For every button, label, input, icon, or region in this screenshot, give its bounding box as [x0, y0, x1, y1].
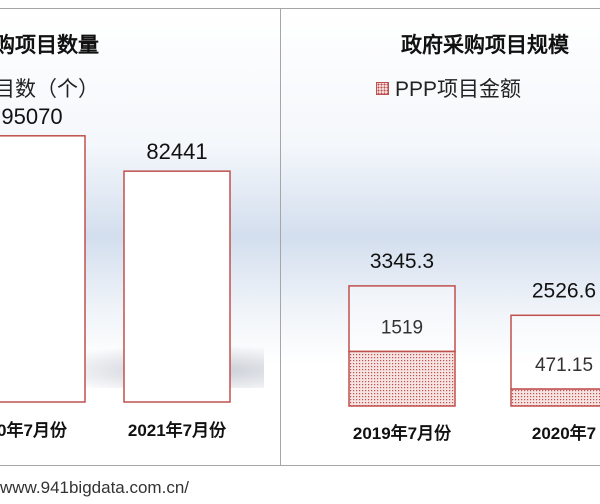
right-plot-area: 3345.3 1519 2019年7月份 2526.6 471.15 2020年7: [348, 250, 600, 443]
left-chart-panel: 购项目数量 目数（个） 95070 0年7月份 82441 2021年7月份: [0, 8, 281, 466]
bar-upper-segment-1: [510, 314, 600, 390]
bar-ppp-segment-0: [348, 350, 456, 407]
right-chart-panel: 政府采购项目规模 PPP项目金额 3345.3 1519 2019年7月份 2526.…: [280, 8, 600, 466]
data-label-1: 82441: [146, 139, 207, 164]
left-chart-title: 购项目数量: [0, 34, 99, 57]
right-legend: PPP项目金额: [376, 73, 521, 103]
bar-0: [0, 135, 86, 403]
x-tick-label-0: 0年7月份: [0, 420, 68, 440]
x-tick-label-1: 2020年7: [532, 423, 596, 443]
left-plot-area: 95070 0年7月份 82441 2021年7月份: [0, 104, 231, 440]
left-legend-entry: 目数（个）: [0, 78, 99, 101]
total-label-0: 3345.3: [370, 250, 434, 273]
right-chart-title: 政府采购项目规模: [401, 34, 569, 57]
source-url: www.941bigdata.com.cn/: [0, 478, 189, 497]
right-legend-entry: PPP项目金额: [395, 78, 522, 101]
total-label-1: 2526.6: [532, 279, 596, 302]
data-label-0: 95070: [1, 104, 62, 129]
x-tick-label-0: 2019年7月份: [353, 423, 452, 443]
x-tick-label-1: 2021年7月份: [128, 420, 227, 440]
bar-ppp-segment-1: [510, 388, 600, 407]
segment-label-1: 471.15: [535, 355, 593, 376]
segment-label-0: 1519: [381, 317, 423, 338]
bar-1: [123, 170, 231, 403]
legend-swatch-hatched: [376, 81, 389, 95]
